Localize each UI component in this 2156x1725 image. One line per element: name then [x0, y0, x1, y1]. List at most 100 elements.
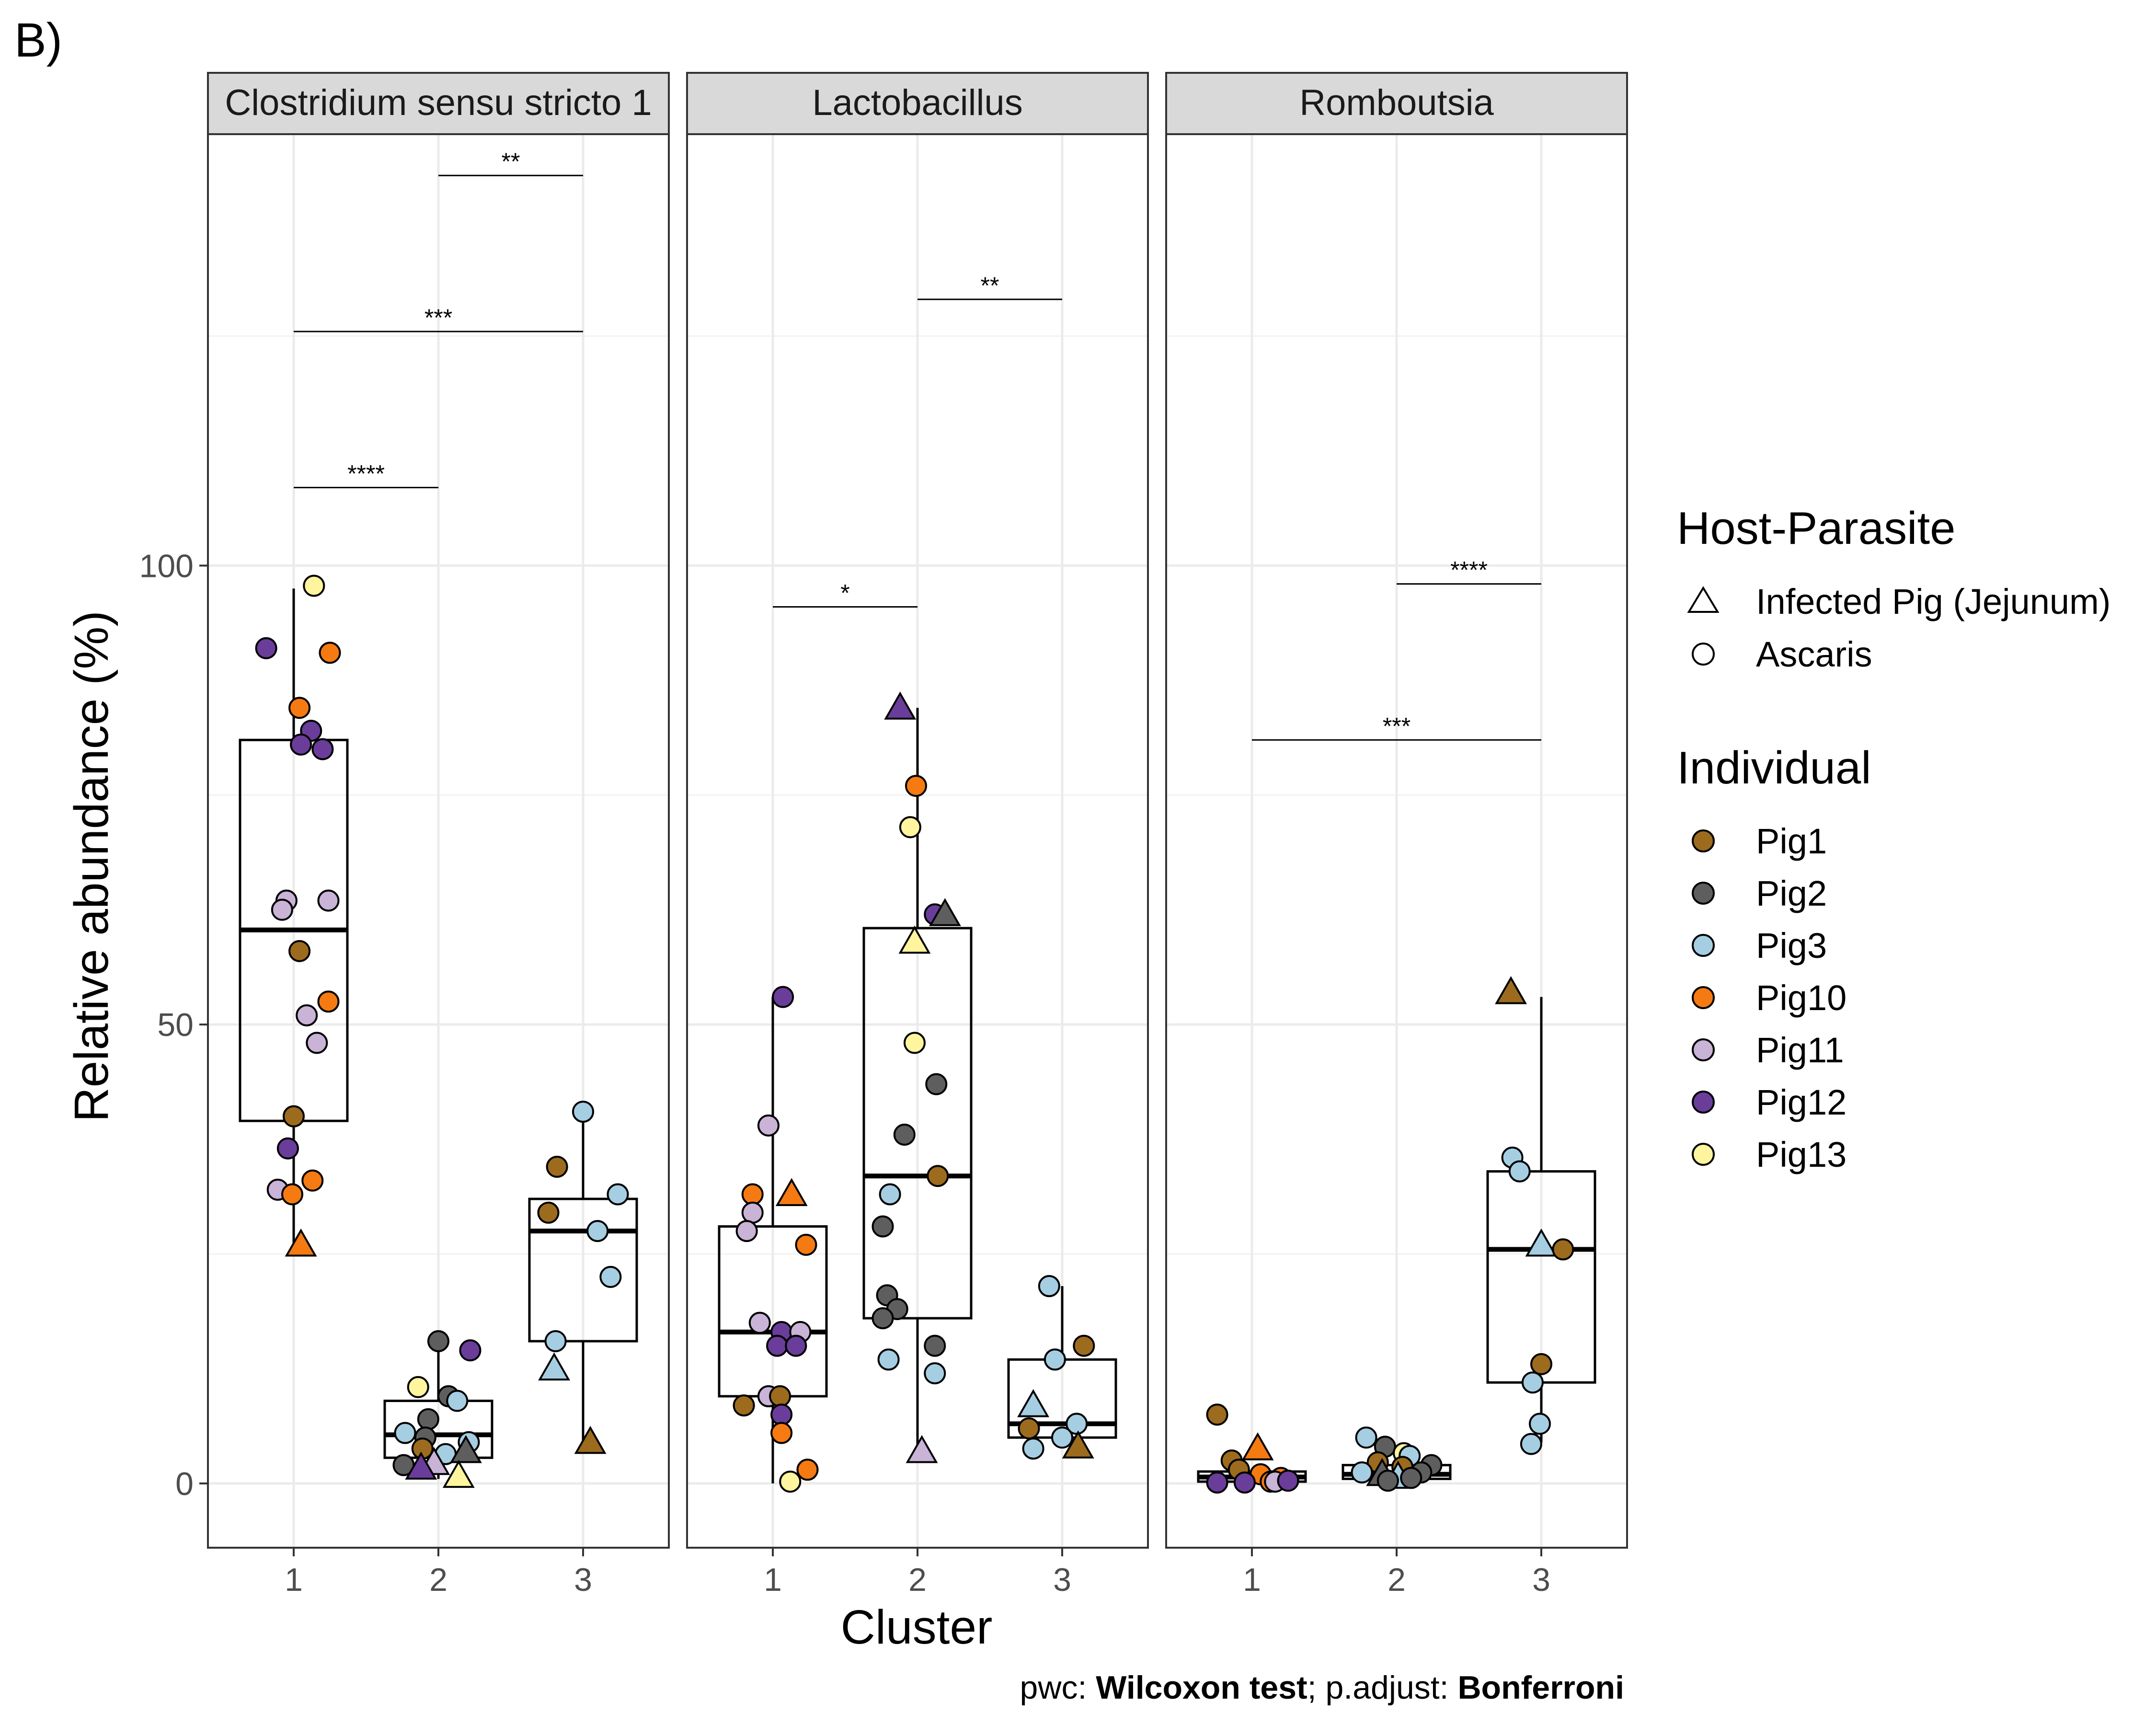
data-point-circle — [271, 898, 293, 921]
data-point-circle — [796, 1459, 819, 1481]
data-point-circle — [1038, 1275, 1060, 1298]
significance-label: ** — [502, 148, 520, 175]
data-point-circle — [1073, 1334, 1095, 1357]
x-tick-label: 1 — [285, 1562, 303, 1598]
data-point-circle — [899, 816, 921, 839]
data-point-circle — [427, 1330, 449, 1352]
data-point-circle — [1521, 1371, 1544, 1394]
data-point-circle — [877, 1348, 900, 1371]
data-point-circle — [537, 1201, 560, 1224]
legend-color-key — [1692, 986, 1715, 1009]
data-point-circle — [893, 1123, 916, 1146]
data-point-circle — [1233, 1471, 1256, 1494]
data-point-circle — [1530, 1353, 1552, 1375]
x-tick-label: 2 — [429, 1562, 447, 1598]
legend-color-label: Pig11 — [1756, 1030, 1844, 1070]
significance-label: **** — [347, 460, 385, 487]
data-point-circle — [311, 738, 334, 760]
facet-strip-label: Lactobacillus — [812, 82, 1022, 123]
significance-bracket: **** — [294, 460, 438, 488]
data-points — [733, 691, 1095, 1493]
legend-color-title: Individual — [1677, 742, 1871, 794]
legend-shape-items: Infected Pig (Jejunum) Ascaris — [1687, 582, 2110, 674]
legend-shape-title: Host-Parasite — [1677, 503, 1956, 554]
data-point-circle — [572, 1101, 594, 1123]
data-point-triangle — [285, 1228, 317, 1257]
data-point-circle — [766, 1334, 789, 1357]
data-point-circle — [741, 1183, 764, 1206]
data-point-circle — [1044, 1348, 1066, 1371]
data-point-circle — [276, 1137, 299, 1160]
data-point-triangle — [449, 1435, 482, 1463]
legend-color-label: Pig10 — [1756, 978, 1846, 1018]
y-axis-title: Relative abundance (%) — [65, 610, 118, 1122]
data-point-circle — [296, 1004, 318, 1026]
data-point-circle — [741, 1201, 764, 1224]
data-point-circle — [306, 1032, 328, 1054]
data-point-circle — [735, 1220, 758, 1242]
facet-panel: Romboutsia*******1 2 3 — [1165, 72, 1628, 1598]
data-point-circle — [1018, 1417, 1040, 1439]
significance-bracket: *** — [1252, 713, 1541, 741]
data-point-circle — [446, 1390, 469, 1412]
significance-bracket: * — [773, 580, 917, 608]
significance-label: *** — [1383, 713, 1411, 739]
significance-bracket: **** — [1397, 557, 1541, 585]
legend: Host-Parasite Infected Pig (Jejunum) Asca… — [1677, 503, 2110, 1174]
significance-label: * — [840, 580, 849, 607]
data-point-triangle — [1062, 1430, 1094, 1459]
data-point-circle — [288, 940, 311, 962]
data-points — [1206, 976, 1574, 1494]
facet-strip — [207, 72, 670, 135]
significance-bracket: *** — [294, 304, 583, 333]
data-point-circle — [283, 1105, 305, 1127]
legend-color-label: Pig13 — [1756, 1135, 1846, 1174]
data-point-circle — [1277, 1470, 1299, 1492]
panel-tag: B) — [14, 13, 62, 67]
legend-color-key — [1692, 1038, 1715, 1061]
significance-label: *** — [424, 304, 452, 331]
data-point-circle — [779, 1471, 802, 1493]
data-point-triangle — [929, 898, 961, 926]
facet-panel: Lactobacillus***1 2 3 — [686, 72, 1149, 1598]
data-point-circle — [1206, 1471, 1228, 1494]
data-point-circle — [1376, 1470, 1399, 1492]
data-point-circle — [1400, 1467, 1422, 1489]
data-point-triangle — [405, 1451, 437, 1480]
box — [862, 927, 973, 1320]
data-point-triangle — [906, 1435, 938, 1463]
data-point-circle — [879, 1183, 901, 1206]
data-point-circle — [1520, 1433, 1542, 1455]
data-point-circle — [785, 1334, 807, 1357]
data-point-circle — [872, 1215, 894, 1238]
y-tick-label: 100 — [139, 548, 194, 584]
data-point-triangle — [898, 925, 931, 954]
data-point-circle — [599, 1265, 622, 1288]
data-point-circle — [795, 1233, 817, 1256]
data-point-circle — [772, 986, 794, 1008]
facet-strip — [1165, 72, 1628, 135]
legend-color-key — [1692, 1091, 1715, 1114]
box — [528, 1197, 638, 1343]
facet-strip-label: Clostridium sensu stricto 1 — [225, 82, 652, 123]
data-point-circle — [459, 1339, 482, 1362]
data-point-triangle — [884, 691, 917, 720]
data-point-triangle — [775, 1178, 808, 1206]
data-point-circle — [303, 575, 325, 597]
data-point-circle — [607, 1183, 629, 1206]
y-tick-label: 0 — [175, 1466, 194, 1502]
legend-triangle-key — [1687, 586, 1720, 613]
data-point-circle — [769, 1385, 791, 1407]
x-axis-title: Cluster — [841, 1600, 993, 1654]
legend-color-label: Pig12 — [1756, 1082, 1846, 1122]
legend-color-label: Pig1 — [1756, 821, 1827, 861]
data-point-triangle — [442, 1460, 475, 1488]
legend-color-key — [1692, 829, 1715, 852]
data-point-circle — [394, 1422, 416, 1444]
caption-test: Wilcoxon test — [1096, 1669, 1307, 1706]
data-point-circle — [407, 1376, 429, 1398]
data-point-circle — [924, 1334, 946, 1357]
caption-adjust: Bonferroni — [1457, 1669, 1624, 1706]
data-point-triangle — [1495, 976, 1527, 1004]
